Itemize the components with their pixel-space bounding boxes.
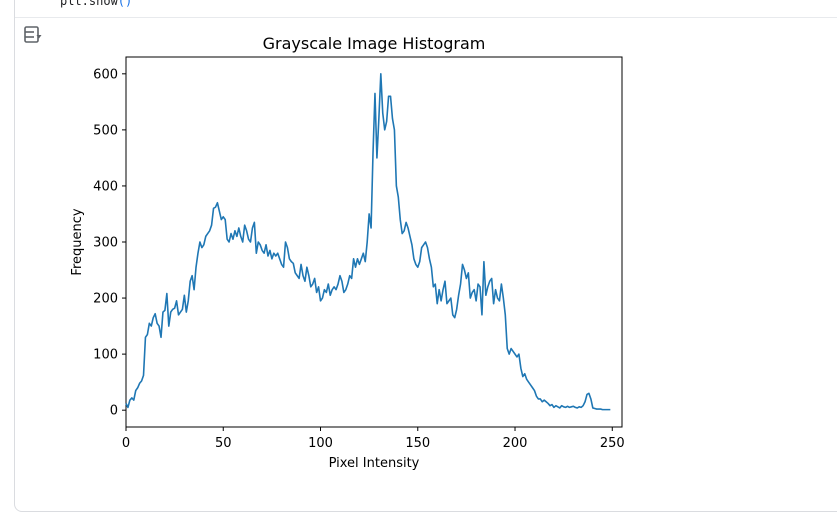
x-axis: 0 50 100 150 200 250 (122, 427, 625, 451)
series-line (125, 73, 611, 411)
x-tick-label: 200 (503, 436, 528, 451)
x-tick-label: 50 (215, 436, 232, 451)
chart-title: Grayscale Image Histogram (263, 34, 486, 53)
y-tick-label: 400 (93, 179, 118, 194)
y-tick-label: 300 (93, 236, 118, 251)
output-toggle-button[interactable] (22, 24, 44, 46)
x-tick-label: 100 (308, 436, 333, 451)
y-tick-label: 500 (93, 123, 118, 138)
y-tick-label: 200 (93, 292, 118, 307)
cell-divider (15, 17, 837, 18)
x-axis-label: Pixel Intensity (329, 456, 420, 471)
x-tick-label: 250 (600, 436, 625, 451)
y-axis-label: Frequency (70, 208, 85, 275)
y-tick-label: 100 (93, 348, 118, 363)
x-tick-label: 0 (122, 436, 130, 451)
output-toggle-icon (24, 26, 42, 43)
code-line[interactable]: plt.show() (60, 0, 132, 8)
code-text: plt.show (60, 0, 118, 8)
x-tick-label: 150 (405, 436, 430, 451)
code-call-parens: () (117, 0, 133, 8)
y-axis: 0 100 200 300 400 500 600 (93, 67, 126, 419)
y-tick-label: 0 (110, 404, 118, 419)
y-tick-label: 600 (93, 67, 118, 82)
